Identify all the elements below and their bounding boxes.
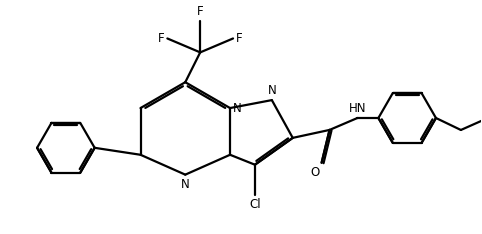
Text: F: F — [158, 32, 164, 45]
Text: N: N — [181, 178, 189, 190]
Text: Cl: Cl — [249, 198, 261, 211]
Text: HN: HN — [348, 102, 366, 115]
Text: O: O — [310, 166, 319, 179]
Text: N: N — [233, 102, 241, 115]
Text: F: F — [236, 32, 242, 45]
Text: N: N — [268, 84, 276, 97]
Text: F: F — [197, 5, 203, 18]
